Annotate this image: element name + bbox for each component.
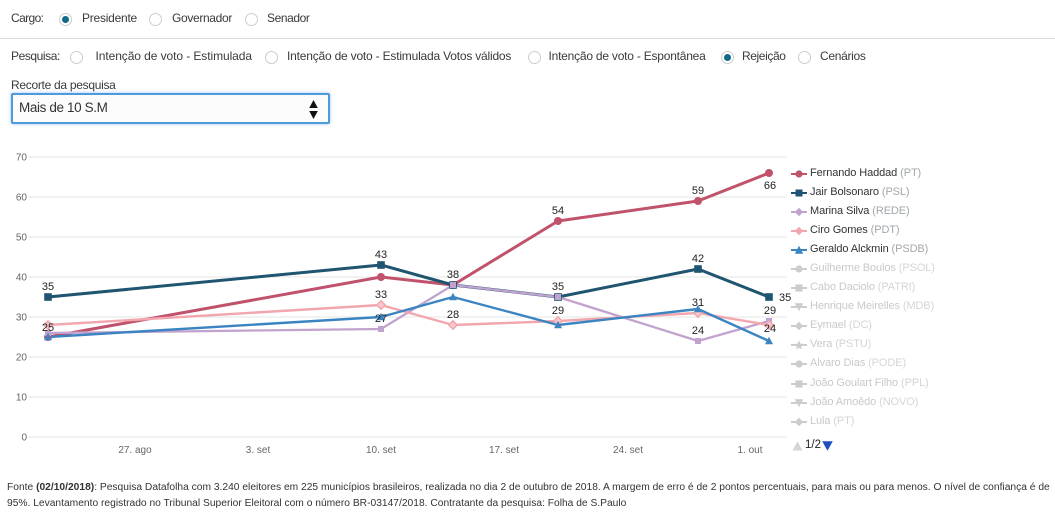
svg-text:43: 43 [375,249,387,261]
svg-text:66: 66 [764,180,776,192]
svg-text:25: 25 [42,322,54,334]
svg-text:42: 42 [692,253,704,265]
svg-text:10. set: 10. set [366,445,396,456]
svg-text:50: 50 [16,233,28,244]
svg-text:0: 0 [21,433,27,444]
svg-text:60: 60 [16,193,28,204]
svg-text:20: 20 [16,353,28,364]
svg-text:3. set: 3. set [246,445,271,456]
svg-text:27. ago: 27. ago [118,445,152,456]
svg-text:35: 35 [779,292,791,304]
svg-text:24: 24 [692,325,704,337]
svg-text:29: 29 [764,305,776,317]
svg-text:27: 27 [375,313,387,325]
svg-text:29: 29 [552,305,564,317]
svg-text:40: 40 [16,273,28,284]
svg-text:28: 28 [447,309,459,321]
svg-text:33: 33 [375,289,387,301]
svg-text:24. set: 24. set [613,445,643,456]
svg-text:17. set: 17. set [489,445,519,456]
svg-text:10: 10 [16,393,28,404]
svg-text:30: 30 [16,313,28,324]
svg-text:54: 54 [552,205,564,217]
svg-text:31: 31 [692,297,704,309]
svg-text:1. out: 1. out [737,445,762,456]
svg-text:35: 35 [42,281,54,293]
svg-text:38: 38 [447,269,459,281]
svg-text:24: 24 [764,323,776,335]
svg-text:59: 59 [692,185,704,197]
svg-text:35: 35 [552,281,564,293]
svg-text:70: 70 [16,153,28,164]
